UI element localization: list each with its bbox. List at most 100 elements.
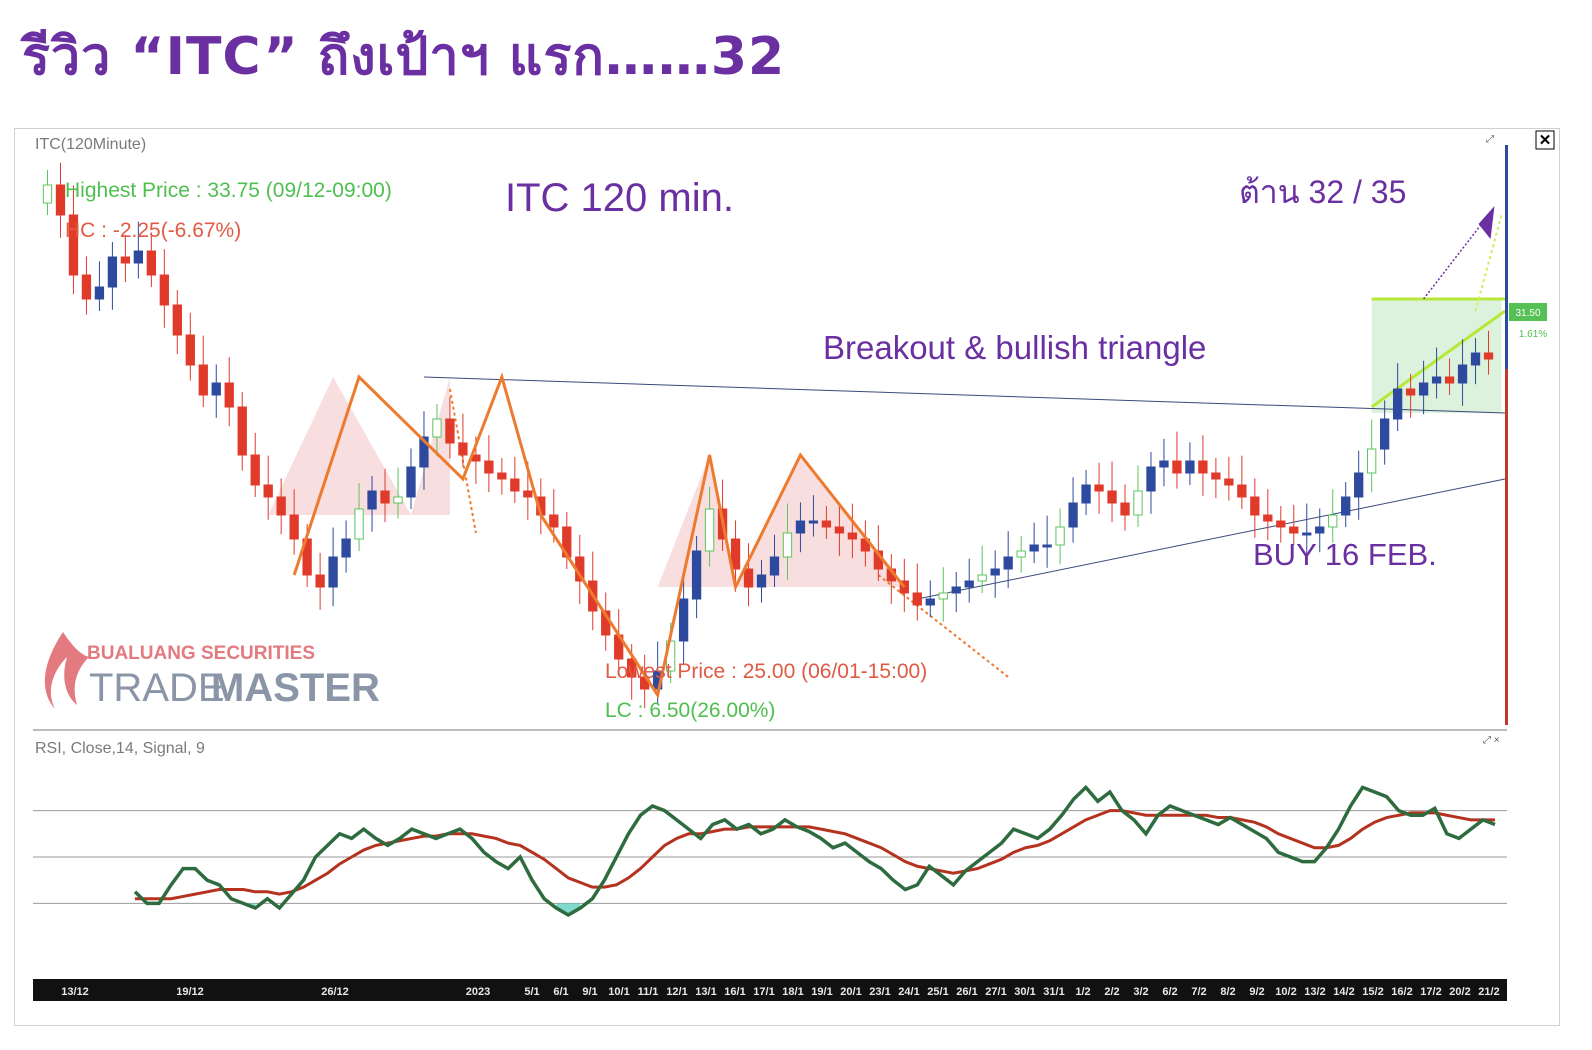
candle (458, 413, 468, 467)
candle (120, 234, 131, 283)
candle-body (1392, 388, 1403, 420)
chart-svg[interactable]: ITC(120Minute) Highest Price : 33.75 (09… (15, 129, 1559, 1025)
candle (263, 455, 273, 520)
candle (328, 527, 338, 607)
price-scale-bar-down (1505, 369, 1508, 725)
candle-body (198, 364, 208, 396)
candle-body (1055, 526, 1065, 546)
close-button[interactable] (1535, 130, 1555, 150)
candle-body (938, 592, 948, 600)
x-tick-label: 9/2 (1249, 986, 1264, 998)
page-title: รีวิว “ITC” ถึงเป้าฯ แรก……32 (22, 27, 786, 87)
candle (1016, 536, 1026, 573)
candle-body (964, 580, 974, 588)
candle (847, 503, 858, 559)
logo-flame-icon (44, 632, 89, 709)
candle (1367, 419, 1377, 493)
candle (497, 458, 507, 495)
candle (808, 495, 819, 537)
candle-body (1289, 526, 1299, 534)
support-trendline (917, 478, 1506, 600)
candle (341, 520, 351, 573)
candle (1146, 452, 1156, 514)
candle-body (1263, 514, 1273, 522)
candle-body (808, 520, 819, 524)
candle (55, 162, 66, 238)
x-tick-label: 21/2 (1478, 986, 1499, 998)
candle-body (1250, 496, 1260, 516)
expand-main-icon[interactable]: ⤢ (1486, 134, 1494, 145)
candle-body (1133, 490, 1143, 516)
close-icon: ✕ (1539, 132, 1552, 149)
candle-body (1379, 418, 1390, 450)
candle (1328, 489, 1338, 543)
candle (1315, 508, 1325, 553)
candle-body (1107, 490, 1117, 504)
candle-body (42, 184, 53, 204)
candle-body (769, 556, 780, 576)
logo-line1: BUALUANG SECURITIES (87, 643, 315, 664)
brand-logo: BUALUANG SECURITIES TRADE MASTER (44, 632, 380, 710)
candle-body (1120, 502, 1130, 516)
lowest-price-label: Lowest Price : 25.00 (06/01-15:00) (605, 660, 927, 683)
candle-body (1224, 478, 1234, 486)
x-tick-label: 8/2 (1220, 986, 1235, 998)
candle (198, 335, 208, 407)
hc-label: HC : -2.25(-6.67%) (65, 219, 241, 242)
candle (964, 558, 974, 603)
candle (1263, 489, 1273, 541)
candle-body (1003, 556, 1013, 570)
x-tick-label: 23/1 (869, 986, 890, 998)
candle-body (133, 250, 144, 264)
candle (354, 483, 364, 551)
x-tick-label: 20/1 (840, 986, 861, 998)
annotation-resistance: ต้าน 32 / 35 (1239, 174, 1406, 210)
x-tick-label: 26/1 (956, 986, 977, 998)
candle-body (367, 490, 377, 510)
candle-body (146, 250, 157, 276)
candle-body (1211, 472, 1221, 480)
candle (276, 478, 286, 535)
candle-body (341, 538, 351, 558)
candle (1029, 522, 1039, 563)
candle (1120, 484, 1130, 531)
candle-body (1302, 532, 1312, 536)
x-axis-bar (33, 979, 1507, 1001)
candle (224, 357, 234, 427)
candle-body (704, 508, 715, 552)
candle-body (990, 568, 1000, 576)
candle-body (1172, 460, 1182, 474)
x-tick-label: 13/12 (61, 986, 89, 998)
candle-body (1042, 544, 1052, 548)
expand-rsi-icon[interactable]: ⤢ × (1483, 735, 1500, 746)
candle (821, 506, 832, 539)
x-tick-label: 20/2 (1449, 986, 1470, 998)
candle-body (912, 592, 922, 606)
signal-line (135, 809, 1495, 901)
candle-body (120, 256, 131, 264)
rsi-plot-area[interactable] (33, 733, 1507, 977)
candle-body (1483, 352, 1494, 360)
candle (1159, 438, 1169, 487)
x-tick-label: 17/2 (1420, 986, 1441, 998)
candle (1457, 339, 1468, 406)
x-tick-label: 14/2 (1333, 986, 1354, 998)
candle (1431, 347, 1442, 399)
candle-body (1328, 514, 1338, 528)
candle (782, 503, 793, 580)
candle (1302, 503, 1312, 556)
candle (393, 467, 403, 519)
candle-body (523, 490, 533, 498)
candle (510, 456, 520, 503)
price-plot-area[interactable] (33, 131, 1507, 727)
candle-body (55, 184, 66, 216)
price-chart-header: ITC(120Minute) (35, 136, 146, 153)
candle (289, 489, 299, 555)
candle-body (406, 466, 416, 498)
projection-line-3 (1474, 214, 1503, 312)
candle-body (847, 532, 858, 540)
x-tick-label: 16/1 (724, 986, 745, 998)
candle (1418, 360, 1429, 415)
candle-body (1198, 460, 1208, 474)
candle-body (925, 598, 935, 606)
